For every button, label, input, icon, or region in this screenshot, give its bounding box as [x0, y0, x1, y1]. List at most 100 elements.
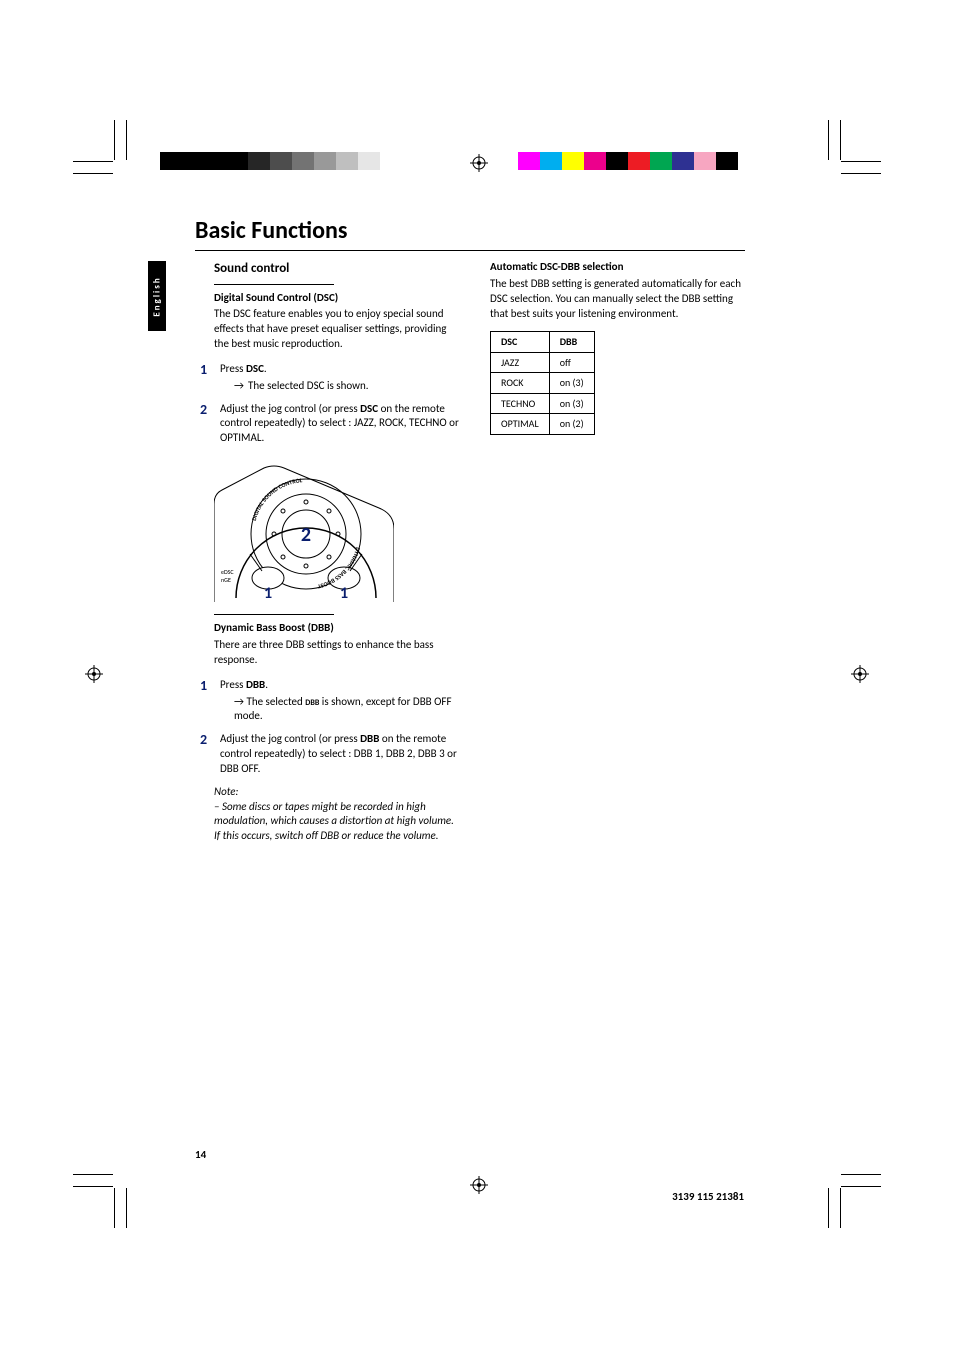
- table-cell: OPTIMAL: [491, 414, 550, 435]
- note-body: – Some discs or tapes might be recorded …: [214, 800, 460, 845]
- color-swatch: [606, 152, 628, 170]
- keyword: DSC: [246, 362, 264, 375]
- document-id: 3139 115 21381: [672, 1190, 744, 1203]
- color-swatch: [336, 152, 358, 170]
- step-number: 2: [200, 402, 210, 447]
- svg-text:1: 1: [340, 584, 348, 602]
- jog-dial-illustration: DIGITAL SOUND CONTROL DYNAMIC BASS BOOST…: [214, 454, 394, 602]
- table-cell: on (3): [549, 393, 594, 414]
- keyword: DBB: [305, 698, 319, 708]
- step-body: Press DSC. The selected DSC is shown.: [220, 362, 460, 394]
- keyword: DSC: [360, 402, 378, 415]
- crop-mark: [840, 120, 841, 160]
- text: Adjust the jog control (or press: [220, 402, 360, 415]
- text: .: [265, 678, 268, 691]
- crop-mark: [841, 1186, 881, 1187]
- svg-text:2: 2: [301, 523, 311, 547]
- result-text: → The selected DBB is shown, except for …: [234, 695, 460, 725]
- page-title: Basic Functions: [195, 216, 347, 245]
- text: The selected: [246, 695, 305, 708]
- divider: [214, 614, 334, 615]
- registration-mark-icon: [470, 154, 488, 172]
- crop-mark: [73, 1174, 113, 1175]
- step-1: 1 Press DBB. → The selected DBB is shown…: [214, 678, 460, 725]
- crop-mark: [73, 161, 113, 162]
- crop-mark: [828, 1188, 829, 1228]
- color-swatch: [694, 152, 716, 170]
- step-body: Press DBB. → The selected DBB is shown, …: [220, 678, 460, 725]
- table-cell: off: [549, 352, 594, 373]
- subsection-heading: Digital Sound Control (DSC): [214, 291, 460, 306]
- crop-mark: [126, 120, 127, 160]
- keyword: DBB: [360, 732, 379, 745]
- note-heading: Note:: [214, 785, 460, 800]
- color-swatch: [270, 152, 292, 170]
- body-text: There are three DBB settings to enhance …: [214, 638, 460, 668]
- result-text: The selected DSC is shown.: [234, 379, 460, 394]
- svg-text:1: 1: [264, 584, 272, 602]
- color-swatch: [314, 152, 336, 170]
- svg-text:eDSC: eDSC: [221, 568, 234, 576]
- step-2: 2 Adjust the jog control (or press DSC o…: [214, 402, 460, 447]
- body-text: The DSC feature enables you to enjoy spe…: [214, 307, 460, 352]
- table-row: TECHNOon (3): [491, 393, 595, 414]
- divider: [195, 250, 745, 251]
- crop-mark: [841, 161, 881, 162]
- text: .: [264, 362, 267, 375]
- table-cell: TECHNO: [491, 393, 550, 414]
- step-number: 1: [200, 678, 210, 725]
- column-left: Sound control Digital Sound Control (DSC…: [214, 260, 460, 844]
- table-row: OPTIMALon (2): [491, 414, 595, 435]
- column-right: Automatic DSC-DBB selection The best DBB…: [490, 260, 745, 435]
- crop-mark: [126, 1188, 127, 1228]
- color-swatch: [628, 152, 650, 170]
- crop-mark: [114, 1188, 115, 1228]
- crop-mark: [73, 1186, 113, 1187]
- color-swatch: [182, 152, 204, 170]
- color-swatch: [672, 152, 694, 170]
- svg-text:DIGITAL SOUND CONTROL: DIGITAL SOUND CONTROL: [250, 476, 303, 522]
- table-cell: JAZZ: [491, 352, 550, 373]
- crop-mark: [840, 1188, 841, 1228]
- keyword: DBB: [246, 678, 265, 691]
- language-label: English: [152, 276, 163, 316]
- subsection-heading: Automatic DSC-DBB selection: [490, 260, 745, 275]
- text: Press: [220, 362, 246, 375]
- table-cell: on (2): [549, 414, 594, 435]
- step-2: 2 Adjust the jog control (or press DBB o…: [214, 732, 460, 777]
- color-swatch: [292, 152, 314, 170]
- svg-text:nGE: nGE: [221, 576, 231, 584]
- color-swatch: [248, 152, 270, 170]
- text: Press: [220, 678, 246, 691]
- crop-mark: [841, 1174, 881, 1175]
- body-text: The best DBB setting is generated automa…: [490, 277, 745, 322]
- table-header: DBB: [549, 332, 594, 353]
- color-swatch: [358, 152, 380, 170]
- color-bar-left: [160, 152, 380, 170]
- table-row: ROCKon (3): [491, 373, 595, 394]
- color-swatch: [160, 152, 182, 170]
- page-number: 14: [195, 1148, 206, 1161]
- crop-mark: [828, 120, 829, 160]
- divider: [214, 284, 334, 285]
- step-number: 1: [200, 362, 210, 394]
- table-cell: on (3): [549, 373, 594, 394]
- section-heading: Sound control: [214, 260, 460, 278]
- language-tab: English: [148, 261, 166, 331]
- color-swatch: [584, 152, 606, 170]
- registration-mark-icon: [85, 665, 103, 683]
- color-swatch: [204, 152, 226, 170]
- color-bar-right: [518, 152, 738, 170]
- registration-mark-icon: [851, 665, 869, 683]
- table-row: JAZZoff: [491, 352, 595, 373]
- color-swatch: [562, 152, 584, 170]
- crop-mark: [73, 173, 113, 174]
- color-swatch: [650, 152, 672, 170]
- crop-mark: [114, 120, 115, 160]
- dsc-dbb-table: DSCDBB JAZZoffROCKon (3)TECHNOon (3)OPTI…: [490, 331, 595, 435]
- color-swatch: [716, 152, 738, 170]
- table-cell: ROCK: [491, 373, 550, 394]
- step-body: Adjust the jog control (or press DSC on …: [220, 402, 460, 447]
- step-body: Adjust the jog control (or press DBB on …: [220, 732, 460, 777]
- crop-mark: [841, 173, 881, 174]
